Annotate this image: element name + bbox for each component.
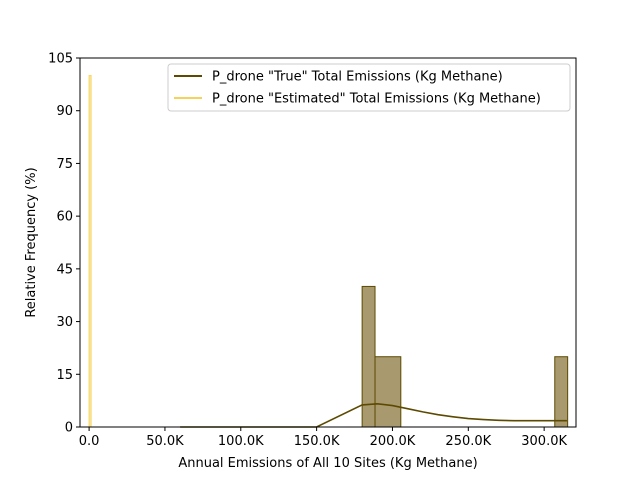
x-tick-label: 100.0K	[218, 434, 264, 449]
y-tick-label: 75	[56, 157, 73, 172]
y-tick-label: 60	[56, 210, 73, 225]
y-tick-label: 30	[56, 315, 73, 330]
legend-label-estimated: P_drone "Estimated" Total Emissions (Kg …	[212, 92, 541, 107]
legend-label-true: P_drone "True" Total Emissions (Kg Metha…	[212, 70, 503, 85]
x-tick-label: 150.0K	[294, 434, 340, 449]
y-tick-label: 0	[65, 421, 73, 436]
legend: P_drone "True" Total Emissions (Kg Metha…	[168, 64, 570, 111]
x-tick-label: 300.0K	[521, 434, 567, 449]
y-axis: 0 15 30 45 60 75 90 105	[48, 52, 80, 436]
y-tick-label: 105	[48, 52, 73, 67]
histogram-bar-s0-0	[362, 286, 375, 427]
histogram-bar-s0-1	[375, 357, 401, 427]
x-axis: 0.0 50.0K 100.0K 150.0K 200.0K 250.0K 300.0K	[79, 427, 568, 449]
x-tick-label: 200.0K	[370, 434, 416, 449]
y-axis-title: Relative Frequency (%)	[24, 167, 39, 317]
x-axis-title: Annual Emissions of All 10 Sites (Kg Met…	[178, 456, 477, 471]
x-tick-label: 0.0	[79, 434, 100, 449]
y-tick-label: 90	[56, 104, 73, 119]
y-tick-label: 45	[56, 262, 73, 277]
y-tick-label: 15	[56, 368, 73, 383]
x-tick-label: 250.0K	[445, 434, 491, 449]
histogram-bar-s0-2	[555, 357, 568, 427]
axes-frame	[80, 58, 576, 427]
histogram-bar-s1-0	[89, 76, 91, 427]
x-tick-label: 50.0K	[146, 434, 184, 449]
plot-area	[89, 76, 568, 427]
